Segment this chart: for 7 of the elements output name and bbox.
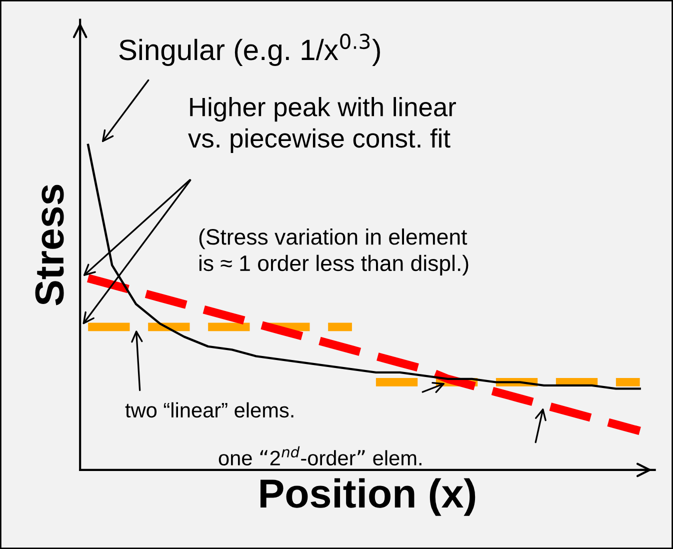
y-axis-title: Stress (35, 184, 64, 306)
x-axis-title: Position (x) (260, 478, 476, 516)
annotation: two “linear” elems. (125, 402, 294, 418)
annotation: one “2$^{nd}$-order” elem. (218, 446, 422, 466)
text: Singular (e.g. 1/x$^{0.3}$) (119, 34, 380, 66)
annotation: Higher peak with linear vs. piecewise const. fit (188, 97, 456, 153)
annotation: (Stress variation in element is ≈ 1 order less than displ.) (199, 228, 468, 276)
